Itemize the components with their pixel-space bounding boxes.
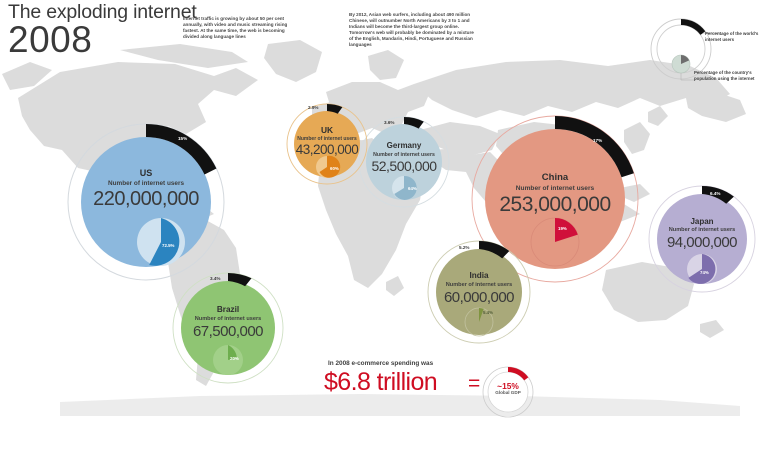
brazil-share-label: 3.4% bbox=[210, 276, 221, 281]
legend-diagram bbox=[650, 18, 720, 81]
japan-share-label: 6.4% bbox=[710, 191, 721, 196]
intro-blurb-left: Internet traffic is growing by about 50 … bbox=[183, 16, 288, 40]
brazil-penetration-wedge bbox=[228, 345, 237, 360]
brazil-penetration-label: 20% bbox=[230, 356, 239, 361]
page-year: 2008 bbox=[8, 19, 93, 60]
us-share-label: 15% bbox=[178, 136, 188, 141]
page-title-block: The exploding internet 2008 bbox=[8, 1, 197, 60]
bubble-brazil[interactable]: Brazil Number of internet users 67,500,0… bbox=[172, 272, 284, 384]
ecommerce-share-arc bbox=[508, 367, 529, 381]
ecommerce-callout: In 2008 e-commerce spending was $6.8 tri… bbox=[322, 360, 542, 418]
japan-penetration-label: 74% bbox=[700, 270, 709, 275]
china-disc bbox=[485, 129, 625, 269]
legend-share-arc bbox=[681, 19, 706, 35]
bubble-germany[interactable]: Germany Number of internet users 52,500,… bbox=[358, 116, 450, 208]
ecommerce-equals: = bbox=[468, 372, 481, 395]
china-penetration-wedge bbox=[555, 218, 578, 242]
legend: Percentage of the world's internet users… bbox=[648, 8, 768, 90]
japan-share-arc bbox=[702, 185, 734, 204]
ecommerce-kicker: In 2008 e-commerce spending was bbox=[328, 360, 434, 367]
uk-share-label: 2.9% bbox=[308, 105, 319, 110]
legend-label-penetration: Percentage of the country's population u… bbox=[694, 70, 755, 81]
uk-share-arc bbox=[327, 104, 343, 114]
india-penetration-label: 5.4% bbox=[483, 310, 494, 315]
us-penetration-wedge bbox=[149, 218, 180, 266]
bubble-us[interactable]: US Number of internet users 220,000,000 … bbox=[66, 122, 226, 282]
germany-disc bbox=[366, 124, 442, 200]
china-share-label: 17% bbox=[593, 138, 603, 143]
india-share-arc bbox=[479, 241, 510, 259]
page-title: The exploding internet bbox=[8, 1, 197, 23]
uk-penetration-wedge bbox=[319, 155, 341, 178]
bubble-japan[interactable]: Japan Number of internet users 94,000,00… bbox=[648, 185, 756, 293]
ecommerce-share-text: ~15% bbox=[497, 381, 519, 391]
ecommerce-amount: $6.8 trillion bbox=[324, 368, 438, 396]
us-penetration-label: 72.5% bbox=[162, 243, 175, 248]
india-disc bbox=[436, 249, 522, 335]
intro-blurb-right: By 2012, Asian web surfers, including ab… bbox=[349, 12, 474, 48]
japan-disc bbox=[657, 194, 747, 284]
china-penetration-label: 19% bbox=[558, 226, 567, 231]
ecommerce-share-caption: Global GDP bbox=[495, 390, 521, 395]
india-share-label: 5.2% bbox=[459, 245, 470, 250]
legend-penetration-wedge bbox=[681, 55, 690, 64]
germany-penetration-label: 64% bbox=[408, 186, 417, 191]
india-penetration-wedge bbox=[479, 307, 484, 322]
brazil-share-arc bbox=[228, 273, 252, 287]
bubble-india[interactable]: India Number of internet users 60,000,00… bbox=[427, 240, 531, 344]
uk-penetration-label: 60% bbox=[330, 166, 339, 171]
japan-penetration-wedge bbox=[688, 254, 716, 284]
china-share-arc bbox=[555, 116, 634, 178]
germany-share-arc bbox=[404, 117, 424, 129]
germany-penetration-wedge bbox=[394, 175, 417, 200]
legend-label-world-share: Percentage of the world's internet users bbox=[705, 31, 759, 42]
brazil-disc bbox=[181, 281, 275, 375]
uk-disc bbox=[294, 111, 360, 177]
us-share-arc bbox=[146, 124, 217, 175]
bubble-uk[interactable]: UK Number of internet users 43,200,000 2… bbox=[286, 103, 368, 185]
germany-share-label: 3.6% bbox=[384, 120, 395, 125]
ecommerce-donut bbox=[482, 366, 534, 418]
